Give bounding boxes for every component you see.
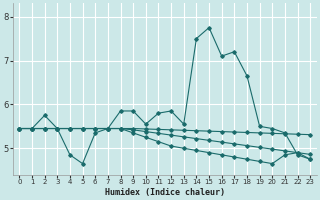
X-axis label: Humidex (Indice chaleur): Humidex (Indice chaleur) — [105, 188, 225, 197]
